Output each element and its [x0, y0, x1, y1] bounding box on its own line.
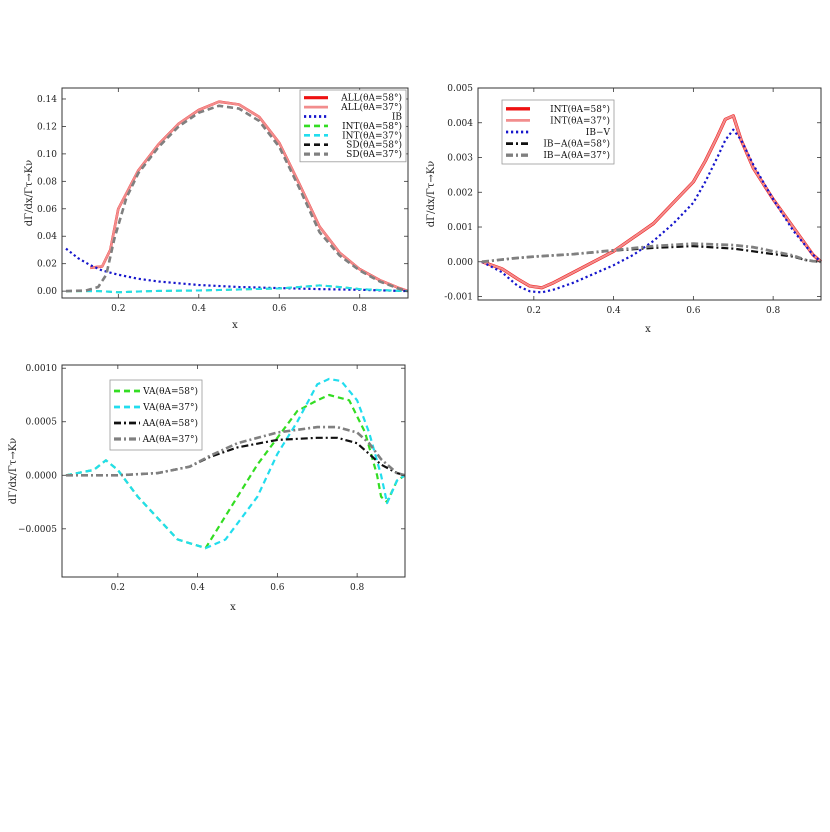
x-tick-label: 0.8: [353, 304, 368, 314]
y-tick-label: 0.002: [447, 188, 473, 198]
curves: [65, 100, 409, 294]
legend-label-aa-a-37: AA(θA=37°): [142, 434, 198, 445]
legend-label-ib-a-a-37: IB−A(θA=37°): [543, 150, 610, 161]
x-tick-label: 0.2: [111, 304, 125, 314]
y-tick-label: 0.0000: [26, 471, 58, 481]
legend: VA(θA=58°) VA(θA=37°) AA(θA=58°) AA(θA=37°): [109, 379, 203, 451]
x-tick-label: 0.6: [270, 583, 285, 593]
legend-box: [299, 89, 407, 163]
chart-panel-top-left: 0.2 0.4 0.6 0.8 0.00 0.02 0.04 0.06 0.08 0.10 0.12…: [24, 87, 409, 331]
legend-label-sd-a-37: SD(θA=37°): [346, 149, 402, 160]
legend-label-va-a-37: VA(θA=37°): [142, 402, 198, 413]
y-tick-label: 0.02: [37, 260, 57, 270]
plot-frame: [61, 364, 406, 578]
y-axis-label: dΓ/dx/Γτ→Kν: [24, 160, 35, 227]
y-tick-label: -0.001: [444, 293, 473, 303]
curves: [481, 114, 823, 294]
legend-label-ib: IB: [392, 113, 403, 123]
chart-panel-top-right: 0.2 0.4 0.6 0.8 -0.001 0.000 0.001 0.002 0.003 0.…: [426, 84, 823, 335]
legend: ALL(θA=58°)ALL(θA=37°)IBINT(θA=58°)INT(θ…: [299, 89, 407, 163]
axis-ticks: 0.2 0.4 0.6 0.8 0.00 0.02 0.04 0.06 0.08 0.10 0.12…: [37, 88, 408, 314]
legend-label-ib-v: IB−V: [586, 128, 611, 138]
x-tick-label: 0.4: [190, 583, 205, 593]
series-line-va-a-37: [65, 377, 406, 550]
legend-label-all-a-58: ALL(θA=58°): [340, 93, 402, 104]
x-tick-label: 0.6: [272, 304, 287, 314]
curves: [65, 377, 406, 550]
y-tick-label: 0.00: [37, 287, 57, 297]
plot-frame: [477, 87, 822, 301]
y-tick-label: 0.14: [37, 95, 57, 105]
legend-label-all-a-37: ALL(θA=37°): [340, 102, 402, 113]
y-tick-label: 0.06: [37, 205, 57, 215]
x-tick-label: 0.2: [527, 306, 541, 316]
x-axis-label: x: [232, 320, 238, 331]
x-axis-label: x: [645, 324, 651, 335]
legend-label-ib-a-a-58: IB−A(θA=58°): [543, 139, 610, 150]
y-tick-label: 0.004: [447, 119, 473, 129]
y-axis-label: dΓ/dx/Γτ→Kν: [426, 161, 437, 228]
legend-label-int-a-37: INT(θA=37°): [342, 130, 402, 141]
axis-ticks: 0.2 0.4 0.6 0.8 -0.001 0.000 0.001 0.002 0.003 0.…: [444, 84, 821, 316]
series-line-sd-a-37: [65, 104, 409, 293]
legend-label-int-a-37: INT(θA=37°): [550, 115, 610, 126]
y-tick-label: 0.0005: [26, 418, 58, 428]
y-axis-label: dΓ/dx/Γτ→Kν: [8, 438, 19, 505]
y-tick-label: 0.0010: [26, 364, 58, 374]
y-tick-label: 0.003: [447, 154, 473, 164]
y-tick-label: 0.001: [447, 223, 473, 233]
plot-frame: [61, 87, 409, 299]
legend-label-int-a-58: INT(θA=58°): [550, 104, 610, 115]
series-line-ib-v: [481, 128, 822, 294]
series-line-aa-a-37: [66, 425, 406, 477]
x-tick-label: 0.6: [686, 306, 701, 316]
x-tick-label: 0.4: [192, 304, 207, 314]
y-tick-label: 0.04: [37, 232, 57, 242]
legend: INT(θA=58°)INT(θA=37°) IB−VIB−A(θA=58°)IB…: [501, 99, 615, 165]
axis-ticks: 0.2 0.4 0.6 0.8 −0.0005 0.0000 0.0005 0.0010: [18, 364, 405, 593]
legend-label-sd-a-58: SD(θA=58°): [346, 140, 402, 151]
legend-label-va-a-58: VA(θA=58°): [142, 386, 198, 397]
legend-label-int-a-58: INT(θA=58°): [342, 121, 402, 132]
x-tick-label: 0.8: [766, 306, 781, 316]
y-tick-label: −0.0005: [18, 525, 57, 535]
x-tick-label: 0.2: [111, 583, 125, 593]
y-tick-label: 0.10: [37, 150, 57, 160]
series-line-int-a-37: [481, 114, 822, 289]
series-line-all-a-37: [90, 100, 409, 293]
x-tick-label: 0.4: [606, 306, 621, 316]
y-tick-label: 0.000: [447, 258, 473, 268]
series-line-ib-a-a-58: [481, 245, 822, 263]
legend-box: [501, 99, 615, 165]
series-line-aa-a-58: [66, 436, 406, 477]
y-tick-label: 0.08: [37, 177, 57, 187]
y-tick-label: 0.005: [447, 84, 473, 94]
y-tick-label: 0.12: [37, 122, 57, 132]
series-line-int-a-37: [66, 284, 409, 294]
x-tick-label: 0.8: [350, 583, 365, 593]
x-axis-label: x: [230, 602, 236, 613]
legend-label-aa-a-58: AA(θA=58°): [142, 418, 198, 429]
series-line-ib: [65, 247, 409, 293]
